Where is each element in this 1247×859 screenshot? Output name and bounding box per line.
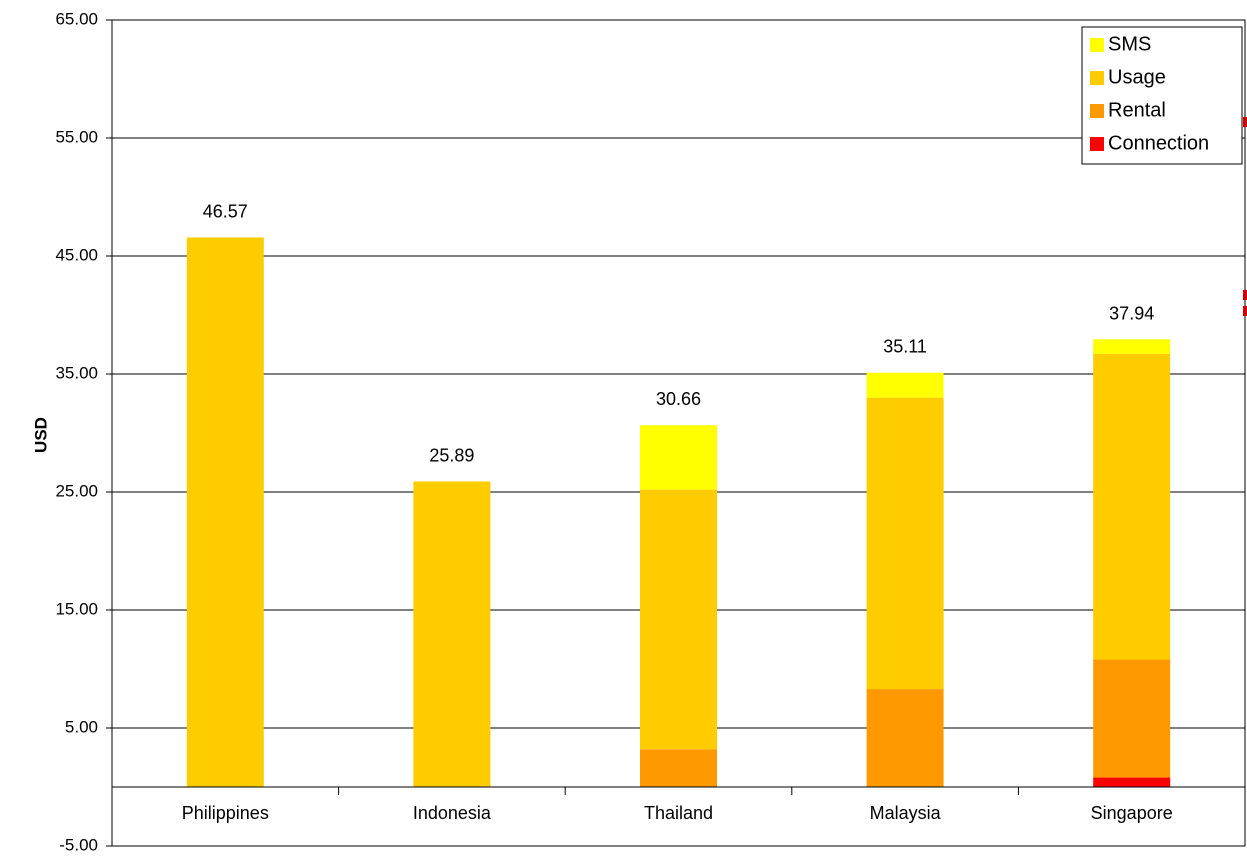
legend-label-connection: Connection [1108, 132, 1209, 154]
legend: SMS Usage Rental Connection [1081, 26, 1243, 165]
bar-segment-sms [640, 425, 717, 490]
y-tick-labels: 65.00 55.00 45.00 35.00 25.00 15.00 5.00 -5.00 [55, 9, 98, 854]
legend-swatch-rental [1090, 104, 1104, 118]
legend-label-usage: Usage [1108, 66, 1166, 88]
total-label: 35.11 [883, 337, 927, 357]
bar-segment-usage [186, 237, 264, 787]
bar-segment-rental [640, 749, 717, 787]
total-label: 37.94 [1109, 303, 1154, 323]
bar-segment-rental [1093, 659, 1171, 778]
y-tick-label: 65.00 [55, 9, 98, 28]
category-label: Thailand [644, 803, 713, 823]
total-label: 46.57 [203, 201, 248, 221]
y-tick-label: -5.00 [59, 835, 98, 854]
category-label: Indonesia [413, 803, 492, 823]
y-tick-label: 55.00 [55, 127, 98, 146]
y-tick-label: 25.00 [55, 481, 98, 500]
y-tick-label: 35.00 [55, 363, 98, 382]
legend-swatch-connection [1090, 137, 1104, 151]
legend-swatch-usage [1090, 71, 1104, 85]
y-tick-label: 5.00 [65, 717, 98, 736]
category-label: Malaysia [870, 803, 942, 823]
edge-mark [1243, 117, 1247, 127]
bars [186, 237, 1171, 787]
y-tick-label: 15.00 [55, 599, 98, 618]
category-label: Philippines [182, 803, 269, 823]
bar-segment-usage [1093, 353, 1171, 660]
y-tick-label: 45.00 [55, 245, 98, 264]
bar-segment-usage [866, 397, 944, 690]
y-axis-title: USD [31, 417, 50, 453]
total-label: 30.66 [656, 389, 701, 409]
legend-label-rental: Rental [1108, 99, 1166, 121]
plot-frame [111, 19, 1246, 847]
category-label: Singapore [1091, 803, 1173, 823]
bar-segment-usage [413, 481, 491, 787]
category-labels: Philippines Indonesia Thailand Malaysia Sing… [182, 803, 1173, 823]
legend-swatch-sms [1090, 38, 1104, 52]
legend-box [1081, 26, 1243, 165]
edge-mark [1243, 290, 1247, 300]
bar-segment-usage [640, 489, 717, 750]
bar-segment-rental [866, 689, 944, 787]
bar-segment-sms [1093, 339, 1171, 354]
total-labels: 46.57 25.89 30.66 35.11 37.94 [203, 201, 1154, 465]
edge-mark [1243, 306, 1247, 316]
total-label: 25.89 [429, 445, 474, 465]
axes [106, 19, 1246, 847]
bar-segment-connection [1093, 777, 1171, 787]
legend-label-sms: SMS [1108, 33, 1151, 55]
bar-segment-sms [866, 372, 944, 398]
